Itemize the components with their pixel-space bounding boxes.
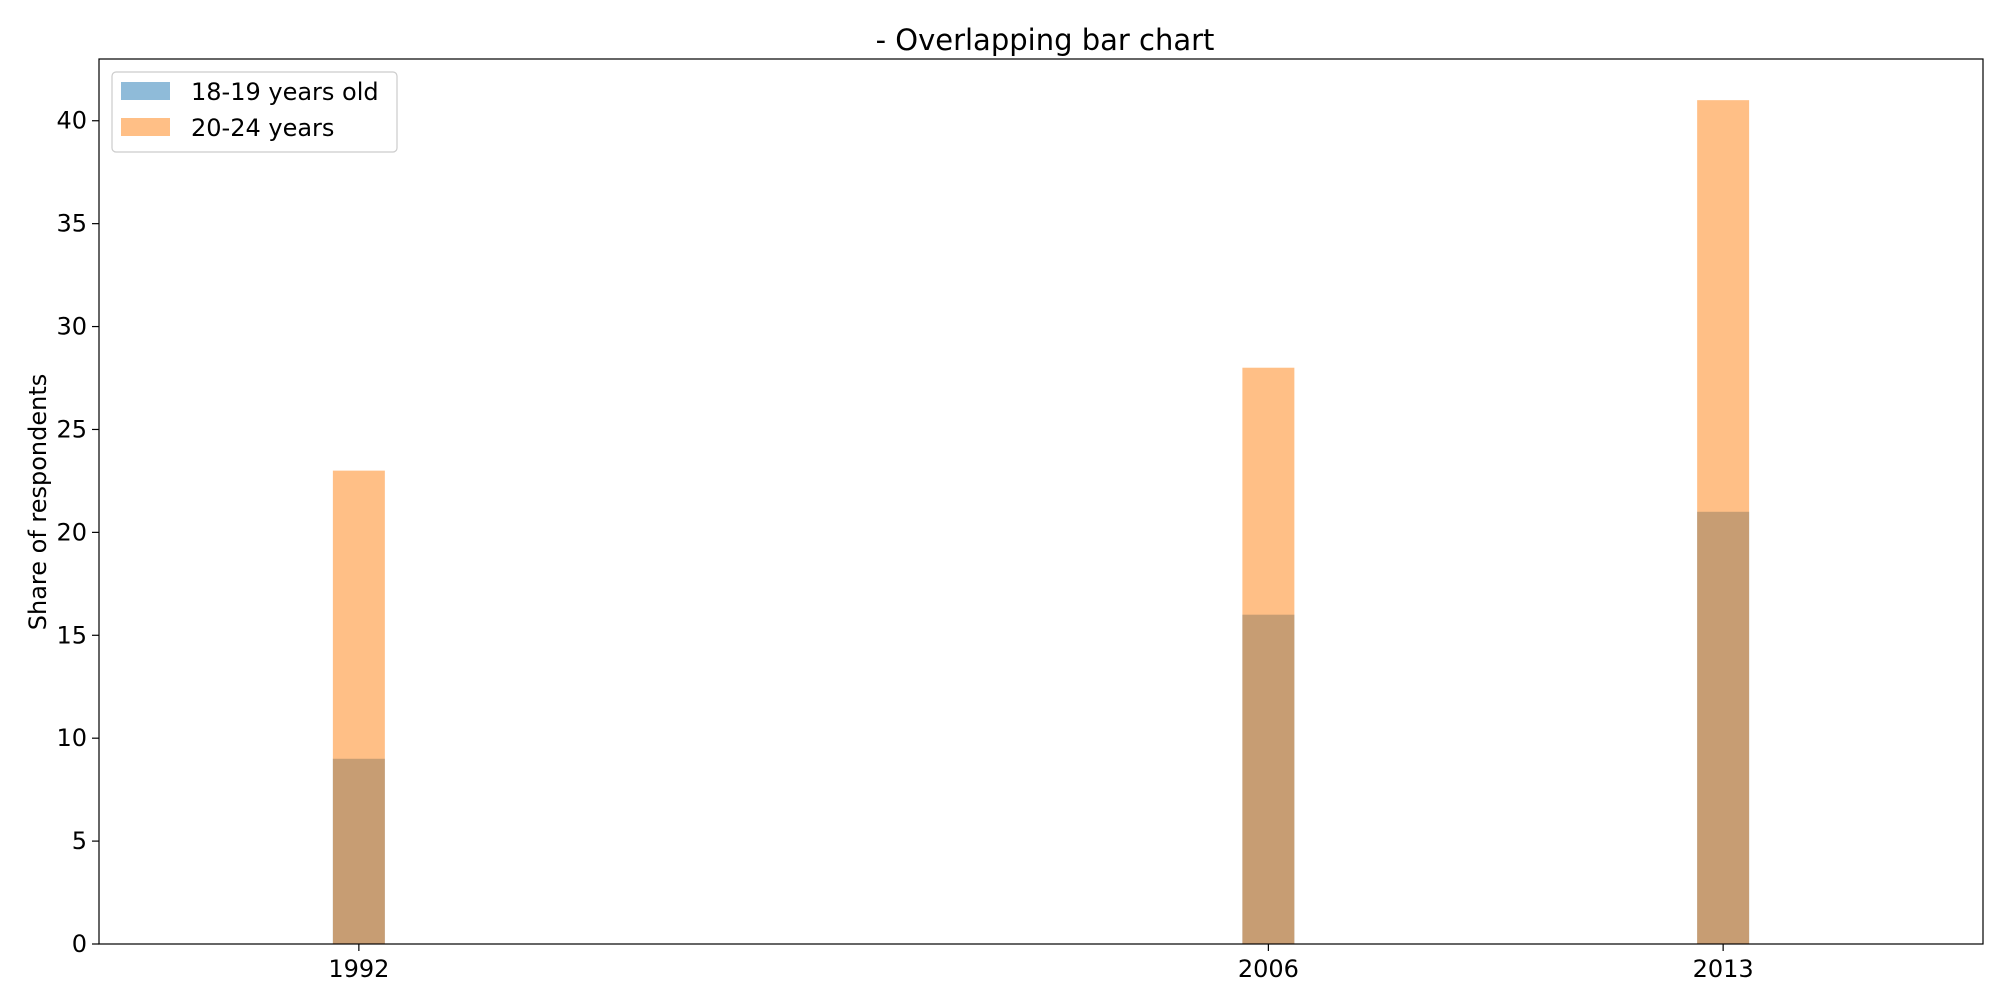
y-tick-label: 0 bbox=[72, 930, 87, 958]
y-tick-label: 25 bbox=[56, 415, 87, 443]
y-tick-label: 40 bbox=[56, 107, 87, 135]
y-tick-label: 10 bbox=[56, 724, 87, 752]
legend-label-1: 18-19 years old bbox=[191, 78, 379, 106]
x-tick-label: 2013 bbox=[1693, 955, 1754, 983]
y-tick-label: 5 bbox=[72, 827, 87, 855]
legend: 18-19 years old 20-24 years bbox=[111, 71, 398, 153]
legend-swatch-1 bbox=[121, 82, 170, 100]
bar-series-2-1992 bbox=[332, 470, 385, 944]
bars-layer bbox=[332, 100, 1750, 945]
bar-series-2-2013 bbox=[1697, 100, 1750, 945]
x-tick-label: 2006 bbox=[1238, 955, 1299, 983]
plot-frame bbox=[98, 58, 1984, 945]
x-tick-label: 1992 bbox=[328, 955, 389, 983]
bar-series-2-2006 bbox=[1242, 367, 1295, 944]
y-tick-label: 20 bbox=[56, 518, 87, 546]
axes-layer: 0 5 10 15 20 25 30 35 40 1992 2006 2013 bbox=[56, 58, 1984, 983]
legend-swatch-2 bbox=[121, 118, 170, 136]
y-axis-label: Share of respondents bbox=[24, 374, 52, 631]
legend-box bbox=[111, 71, 398, 153]
y-tick-label: 15 bbox=[56, 621, 87, 649]
y-tick-label: 30 bbox=[56, 313, 87, 341]
y-tick-label: 35 bbox=[56, 210, 87, 238]
legend-label-2: 20-24 years bbox=[191, 114, 334, 142]
chart-title: - Overlapping bar chart bbox=[876, 23, 1215, 57]
